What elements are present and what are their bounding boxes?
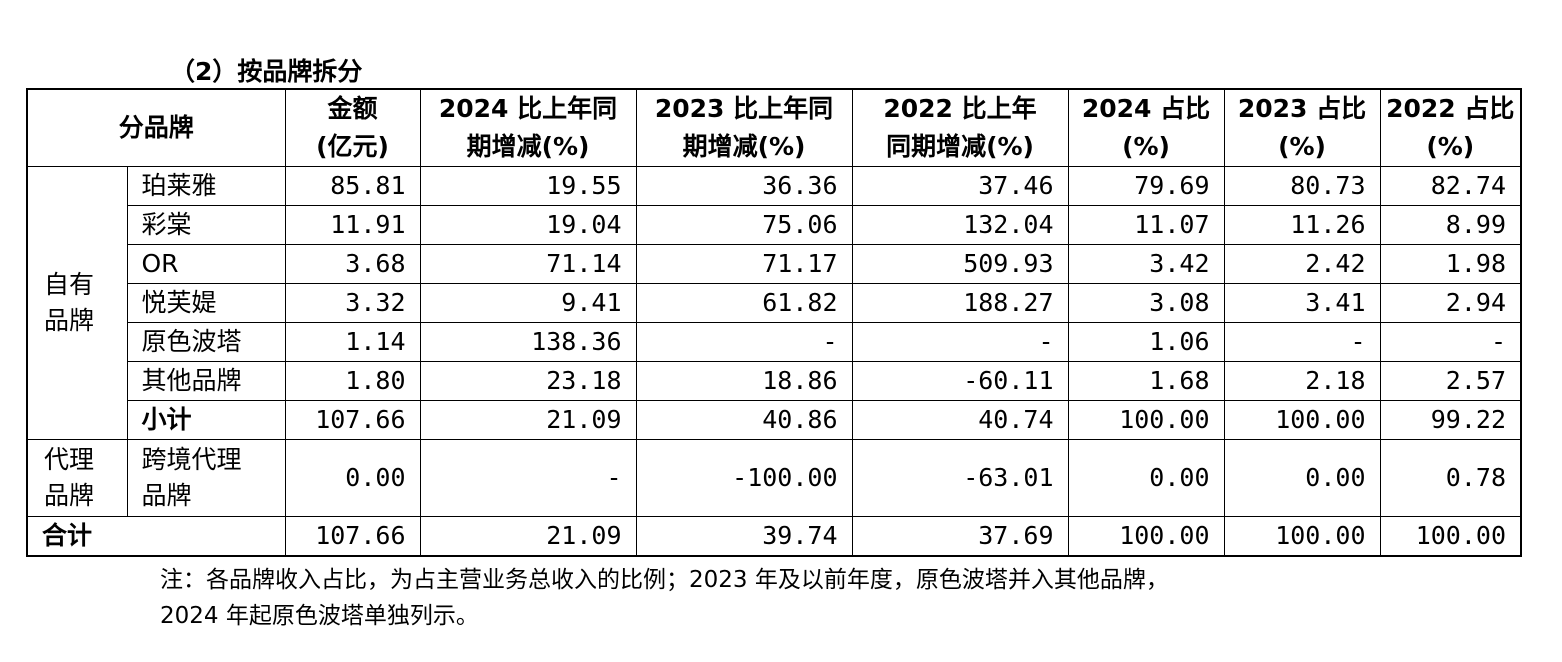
table-cell: 0.00 — [1223, 439, 1381, 517]
table-cell: 2.42 — [1223, 244, 1381, 284]
table-cell: 71.17 — [635, 244, 853, 284]
table-cell: 2.18 — [1223, 361, 1381, 401]
brand-name: 原色波塔 — [126, 322, 286, 362]
header-yoy-2022: 2022 比上年 同期增减(%) — [851, 88, 1069, 167]
subtotal-row: 小计 107.66 21.09 40.86 40.74 100.00 100.0… — [27, 400, 1522, 440]
group-own-brands: 自有 品牌 — [26, 166, 128, 440]
table-row: 原色波塔 1.14 138.36 - - 1.06 - - — [27, 322, 1522, 362]
header-row: 分品牌 金额 (亿元) 2024 比上年同 期增减(%) 2023 比上年同 期增减(… — [26, 88, 1522, 167]
table-cell: 1.68 — [1067, 361, 1225, 401]
table-cell: 2.57 — [1379, 361, 1522, 401]
table-cell: 19.04 — [419, 205, 637, 245]
total-row: 合计 107.66 21.09 39.74 37.69 100.00 100.0… — [26, 516, 1522, 557]
brand-name: 彩棠 — [126, 205, 286, 245]
group-agency-brands: 代理 品牌 — [26, 439, 128, 517]
header-yoy-2023: 2023 比上年同 期增减(%) — [635, 88, 853, 167]
header-share-2023: 2023 占比 (%) — [1223, 88, 1381, 167]
subtotal-label: 小计 — [126, 400, 286, 440]
table-cell: 21.09 — [419, 400, 637, 440]
table-row: 自有 品牌 珀莱雅 85.81 19.55 36.36 37.46 79.69 8… — [26, 166, 1522, 440]
table-cell: 37.69 — [851, 516, 1069, 557]
table-cell: 11.91 — [284, 205, 421, 245]
table-cell: 100.00 — [1223, 516, 1381, 557]
brand-name: 珀莱雅 — [126, 166, 286, 206]
table-cell: 19.55 — [419, 166, 637, 206]
table-cell: 107.66 — [284, 400, 421, 440]
table-cell: 2.94 — [1379, 283, 1522, 323]
table-cell: 100.00 — [1379, 516, 1522, 557]
table-cell: -100.00 — [635, 439, 853, 517]
table-cell: - — [419, 439, 637, 517]
brand-name: 跨境代理 品牌 — [126, 439, 286, 517]
table-cell: 36.36 — [635, 166, 853, 206]
table-cell: 9.41 — [419, 283, 637, 323]
footnote-line: 注：各品牌收入占比，为占主营业务总收入的比例；2023 年及以前年度，原色波塔并… — [160, 567, 1169, 593]
table-cell: -63.01 — [851, 439, 1069, 517]
total-label: 合计 — [26, 516, 286, 557]
section-heading: （2）按品牌拆分 — [170, 57, 363, 86]
table-cell: 79.69 — [1067, 166, 1225, 206]
table-cell: 107.66 — [284, 516, 421, 557]
brand-name: 其他品牌 — [126, 361, 286, 401]
table-cell: 99.22 — [1379, 400, 1522, 440]
table-cell: 1.98 — [1379, 244, 1522, 284]
table-cell: 1.14 — [284, 322, 421, 362]
agency-row: 代理 品牌 跨境代理 品牌 0.00 - -100.00 -63.01 0.00 0… — [26, 439, 1522, 517]
table-cell: 37.46 — [851, 166, 1069, 206]
table-cell: 75.06 — [635, 205, 853, 245]
header-share-2024: 2024 占比 (%) — [1067, 88, 1225, 167]
table-row: 悦芙媞 3.32 9.41 61.82 188.27 3.08 3.41 2.9… — [27, 283, 1522, 323]
table-cell: 3.41 — [1223, 283, 1381, 323]
table-cell: 509.93 — [851, 244, 1069, 284]
table-cell: 82.74 — [1379, 166, 1522, 206]
table-cell: 18.86 — [635, 361, 853, 401]
table-cell: 71.14 — [419, 244, 637, 284]
header-amount: 金额 (亿元) — [284, 88, 421, 167]
table-cell: 3.42 — [1067, 244, 1225, 284]
header-share-2022: 2022 占比 (%) — [1379, 88, 1522, 167]
brand-breakdown-table: 分品牌 金额 (亿元) 2024 比上年同 期增减(%) 2023 比上年同 期增减(… — [26, 88, 1523, 557]
brand-name: 悦芙媞 — [126, 283, 286, 323]
table-cell: 0.78 — [1379, 439, 1522, 517]
brand-name: OR — [126, 244, 286, 284]
table-row: 其他品牌 1.80 23.18 18.86 -60.11 1.68 2.18 2… — [27, 361, 1522, 401]
footnote-line: 2024 年起原色波塔单独列示。 — [160, 603, 479, 629]
table-cell: 21.09 — [419, 516, 637, 557]
table-cell: 8.99 — [1379, 205, 1522, 245]
table-cell: 100.00 — [1067, 516, 1225, 557]
table-cell: - — [1379, 322, 1522, 362]
table-cell: 11.26 — [1223, 205, 1381, 245]
table-row: 彩棠 11.91 19.04 75.06 132.04 11.07 11.26 … — [27, 205, 1522, 245]
header-yoy-2024: 2024 比上年同 期增减(%) — [419, 88, 637, 167]
table-cell: - — [635, 322, 853, 362]
header-brand: 分品牌 — [26, 88, 286, 167]
table-cell: 3.08 — [1067, 283, 1225, 323]
table-cell: 61.82 — [635, 283, 853, 323]
table-cell: 80.73 — [1223, 166, 1381, 206]
table-cell: 1.80 — [284, 361, 421, 401]
table-cell: 85.81 — [284, 166, 421, 206]
table-cell: 3.32 — [284, 283, 421, 323]
table-cell: 100.00 — [1223, 400, 1381, 440]
table-cell: 23.18 — [419, 361, 637, 401]
table-cell: 39.74 — [635, 516, 853, 557]
table-cell: - — [851, 322, 1069, 362]
table-cell: 138.36 — [419, 322, 637, 362]
table-cell: 0.00 — [1067, 439, 1225, 517]
table-cell: 1.06 — [1067, 322, 1225, 362]
table-cell: 188.27 — [851, 283, 1069, 323]
table-cell: 132.04 — [851, 205, 1069, 245]
table-cell: 40.74 — [851, 400, 1069, 440]
table-cell: 40.86 — [635, 400, 853, 440]
table-cell: -60.11 — [851, 361, 1069, 401]
table-cell: 0.00 — [284, 439, 421, 517]
table-cell: 100.00 — [1067, 400, 1225, 440]
table-row: OR 3.68 71.14 71.17 509.93 3.42 2.42 1.9… — [27, 244, 1522, 284]
table-cell: - — [1223, 322, 1381, 362]
footnote: 注：各品牌收入占比，为占主营业务总收入的比例；2023 年及以前年度，原色波塔并… — [160, 562, 1169, 634]
table-cell: 3.68 — [284, 244, 421, 284]
table-cell: 11.07 — [1067, 205, 1225, 245]
